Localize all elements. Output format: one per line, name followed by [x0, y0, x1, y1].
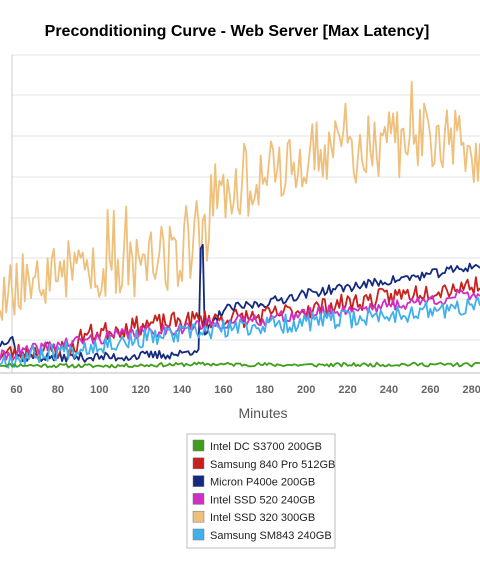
x-tick-label: 140 — [173, 384, 191, 396]
series-line — [0, 361, 480, 369]
x-axis: 60 80 100 120 140 160 180 200 220 240 260 280 — [0, 372, 480, 396]
legend-swatch — [192, 528, 205, 541]
series-line — [0, 80, 480, 321]
series-layer — [0, 80, 480, 369]
x-tick-label: 180 — [256, 384, 274, 396]
x-tick-label: 200 — [297, 384, 315, 396]
x-tick-label: 80 — [52, 384, 64, 396]
legend-label: Intel DC S3700 200GB — [210, 441, 322, 453]
legend: Intel DC S3700 200GB Samsung 840 Pro 512G… — [186, 433, 336, 549]
x-axis-label: Minutes — [238, 405, 287, 421]
x-tick-label: 60 — [10, 384, 22, 396]
x-tick-label: 240 — [380, 384, 398, 396]
legend-swatch — [192, 457, 205, 470]
x-tick-label: 220 — [338, 384, 356, 396]
legend-label: Samsung SM843 240GB — [210, 530, 332, 542]
legend-swatch — [192, 510, 205, 523]
legend-label: Intel SSD 320 300GB — [210, 512, 315, 524]
x-tick-label: 260 — [421, 384, 439, 396]
legend-swatch — [192, 439, 205, 452]
x-tick-label: 280 — [463, 384, 480, 396]
grid — [11, 54, 480, 373]
legend-label: Micron P400e 200GB — [210, 477, 315, 489]
series-line — [0, 296, 480, 369]
chart-title: Preconditioning Curve - Web Server [Max … — [45, 23, 430, 40]
legend-swatch — [192, 475, 205, 487]
x-tick-label: 160 — [214, 384, 232, 396]
legend-label: Intel SSD 520 240GB — [210, 494, 315, 506]
series-line — [0, 289, 480, 362]
x-tick-label: 100 — [90, 384, 108, 396]
legend-label: Samsung 840 Pro 512GB — [210, 459, 335, 471]
x-tick-label: 120 — [132, 384, 150, 396]
legend-swatch — [192, 493, 205, 505]
legend-box — [186, 433, 336, 549]
series-line — [0, 243, 480, 363]
